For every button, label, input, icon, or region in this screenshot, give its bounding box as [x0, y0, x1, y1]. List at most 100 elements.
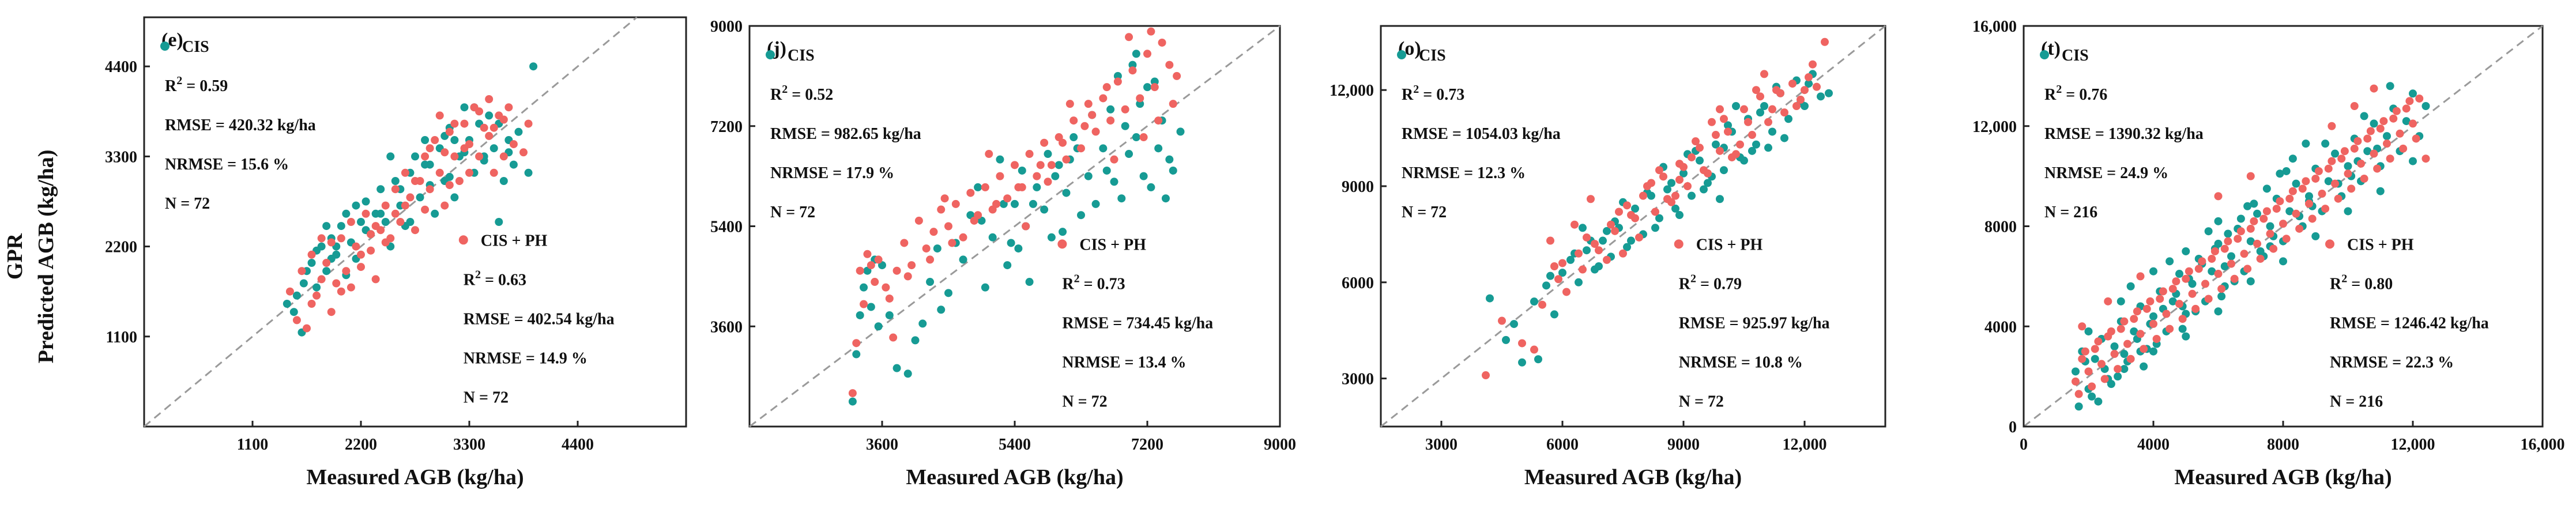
data-point [1128, 66, 1137, 75]
data-point [852, 350, 861, 359]
data-point [2305, 199, 2313, 208]
data-point [2166, 325, 2174, 333]
data-point [2318, 190, 2326, 198]
nrmse-text: NRMSE = 15.6 % [165, 156, 289, 173]
data-point [1069, 133, 1078, 142]
nrmse-text: NRMSE = 13.4 % [1062, 353, 1186, 371]
data-point [2376, 187, 2385, 195]
data-point [312, 283, 321, 292]
data-point [2182, 274, 2190, 283]
data-point [1575, 249, 1583, 258]
data-point [524, 168, 533, 177]
data-point [342, 209, 351, 218]
data-point [1047, 161, 1056, 169]
data-point [1022, 222, 1030, 231]
data-point [2220, 262, 2229, 270]
data-point [860, 300, 868, 308]
data-point [1044, 178, 1052, 186]
data-point [2091, 354, 2099, 363]
data-point [1099, 94, 1108, 103]
data-point [2246, 172, 2255, 180]
data-point [1768, 127, 1776, 136]
r2-text: R2 = 0.63 [464, 268, 526, 289]
data-point [2421, 102, 2430, 110]
data-point [1502, 335, 1510, 344]
data-point [1635, 233, 1643, 242]
data-point [2120, 365, 2129, 374]
n-text: N = 72 [1062, 393, 1107, 410]
data-point [2347, 184, 2356, 193]
data-point [322, 259, 331, 267]
data-point [2078, 322, 2087, 331]
data-point [1044, 150, 1052, 159]
y-tick-label: 6000 [1342, 274, 1374, 292]
x-tick-label: 0 [2020, 436, 2028, 454]
data-point [2166, 257, 2174, 266]
data-point [2409, 119, 2417, 128]
data-point [2084, 367, 2093, 376]
data-point [981, 283, 989, 292]
y-tick-label: 4400 [105, 58, 137, 76]
data-point [1788, 80, 1797, 88]
data-point [1671, 204, 1679, 213]
data-point [499, 115, 508, 124]
data-point [911, 336, 920, 345]
data-point [2409, 157, 2417, 165]
data-point [450, 152, 459, 161]
n-text: N = 72 [464, 388, 509, 406]
data-point [1018, 166, 1026, 175]
data-point [381, 218, 390, 226]
data-point [1724, 127, 1732, 136]
y-tick-label: 9000 [710, 18, 743, 36]
data-point [2091, 345, 2099, 353]
data-point [376, 185, 385, 194]
rmse-text: RMSE = 1246.42 kg/ha [2330, 314, 2489, 332]
data-point [499, 152, 508, 161]
data-point [489, 168, 498, 177]
stats-block-cis: CIS R2 = 0.76 RMSE = 1390.32 kg/ha NRMSE = … [2040, 47, 2204, 221]
data-point [1136, 100, 1144, 108]
data-point [1062, 155, 1071, 164]
data-point [361, 209, 370, 218]
data-point [1615, 208, 1623, 216]
side-title-gpr: GPR [3, 233, 27, 280]
data-point [376, 209, 385, 218]
data-point [509, 140, 518, 149]
data-point [327, 308, 336, 316]
data-point [1125, 33, 1133, 42]
data-point [1106, 105, 1115, 114]
x-tick-label: 4000 [2137, 436, 2170, 454]
legend-marker [766, 50, 775, 59]
r2-text: R2 = 0.73 [1062, 272, 1125, 293]
nrmse-text: NRMSE = 17.9 % [770, 164, 894, 182]
data-point [406, 218, 415, 226]
data-point [1692, 137, 1700, 146]
data-point [361, 197, 370, 206]
data-point [509, 160, 518, 169]
data-point [1099, 144, 1108, 153]
data-point [918, 319, 927, 328]
data-point [1708, 118, 1716, 126]
legend-label: CIS [1419, 47, 1446, 65]
series-cis-ph [848, 27, 1181, 398]
data-point [2114, 372, 2122, 381]
legend-marker [1674, 239, 1684, 249]
data-point [460, 144, 469, 153]
data-point [1623, 201, 1631, 210]
data-point [867, 261, 875, 270]
data-point [863, 250, 872, 258]
data-point [2288, 154, 2297, 163]
data-point [1510, 320, 1518, 329]
rmse-text: RMSE = 402.54 kg/ha [464, 310, 615, 328]
y-tick-label: 9000 [1342, 178, 1374, 196]
data-point [1150, 83, 1159, 92]
data-point [312, 291, 321, 300]
legend-label: CIS [788, 47, 815, 65]
y-tick-label: 8000 [1984, 218, 2017, 236]
data-point [1809, 60, 1817, 69]
data-point [1724, 121, 1732, 130]
x-tick-label: 3300 [453, 436, 485, 454]
data-point [519, 148, 528, 157]
data-point [1169, 100, 1177, 108]
data-point [2344, 169, 2352, 178]
